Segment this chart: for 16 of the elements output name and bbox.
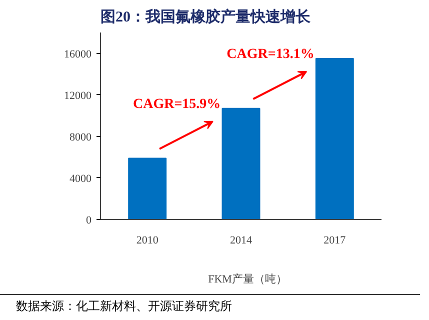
y-tick-label: 12000 (64, 90, 92, 102)
y-tick-label: 0 (86, 214, 92, 226)
x-tick-label: 2010 (136, 234, 159, 246)
y-tick-label: 8000 (70, 131, 92, 144)
x-tick-label: 2017 (324, 234, 346, 246)
annotation: CAGR=13.1% (226, 47, 314, 62)
bar (315, 58, 354, 220)
y-tick-label: 4000 (70, 172, 92, 185)
bar (222, 108, 260, 220)
chart-title: 图20：我国氟橡胶产量快速增长 (100, 8, 312, 26)
text: FKM产量（吨） (208, 272, 287, 286)
y-tick-label: 16000 (64, 48, 92, 60)
bar (128, 158, 167, 220)
annotation: CAGR=15.9% (132, 97, 221, 112)
x-tick-label: 2014 (230, 234, 252, 246)
source-note: 数据来源：化工新材料、开源证券研究所 (16, 298, 232, 315)
